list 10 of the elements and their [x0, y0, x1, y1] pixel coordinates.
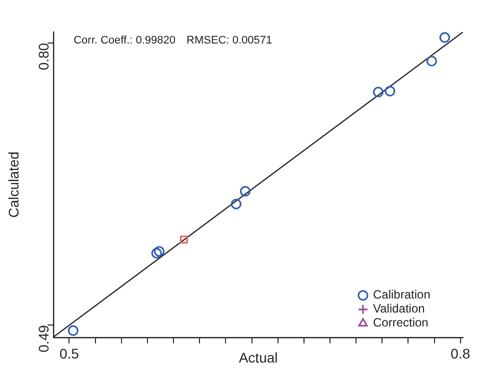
x-axis-title: Actual	[238, 349, 278, 366]
annotation: Corr. Coeff.: 0.99820 RMSEC: 0.00571	[74, 34, 272, 47]
x-tick-label: 0.8	[450, 346, 470, 362]
legend-label: Correction	[373, 316, 428, 330]
y-tick-label: 0.49	[35, 324, 52, 352]
x-tick-label: 0.5	[60, 346, 80, 362]
y-tick-label: 0.80	[35, 42, 52, 70]
legend-label: Validation	[373, 302, 425, 316]
y-axis-title: Calculated	[5, 152, 22, 218]
legend-label: Calibration	[373, 288, 430, 302]
